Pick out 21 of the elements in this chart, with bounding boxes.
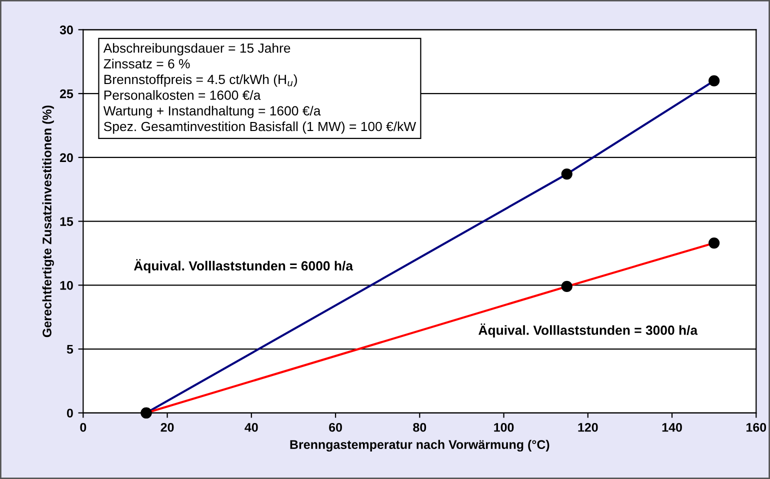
x-tick-label: 40: [244, 422, 258, 432]
y-axis-title: Gerechtfertigte Zusatzinvestitionen (%): [42, 106, 54, 338]
y-tick-label: 20: [60, 153, 73, 162]
x-tick-label: 20: [160, 422, 174, 432]
x-tick-label: 80: [413, 422, 426, 432]
x-tick-label: 60: [329, 422, 342, 432]
text: Abschreibungsdauer = 15 Jahre Zinssatz = 6 % Brennstoffpreis = 4.5 ct/kWh (H$_{u}$) Personalkosten = 1600 €/a Wartung + Instandhaltung = 1600 €/a Spez. Gesamtinvestition Basisfall (1 MW) = 100 €/kW: [103, 43, 416, 134]
series-label: Äquival. Volllaststunden = 6000 h/a: [134, 259, 354, 274]
x-axis-title: Brenngastemperatur nach Vorwärmung (°C): [290, 440, 550, 452]
y-tick-label: 5: [66, 344, 74, 354]
x-tick-label: 100: [494, 422, 514, 432]
series-label: Äquival. Volllaststunden = 3000 h/a: [478, 324, 698, 338]
x-tick-label: 0: [80, 422, 86, 432]
y-tick-label: 30: [60, 26, 73, 34]
y-tick-label: 25: [60, 89, 74, 98]
y-tick-label: 10: [60, 280, 73, 290]
y-tick-label: 0: [66, 408, 73, 418]
y-tick-label: 15: [60, 217, 74, 226]
x-tick-label: 120: [578, 422, 598, 432]
x-tick-label: 140: [662, 422, 682, 432]
x-tick-label: 160: [746, 422, 766, 432]
